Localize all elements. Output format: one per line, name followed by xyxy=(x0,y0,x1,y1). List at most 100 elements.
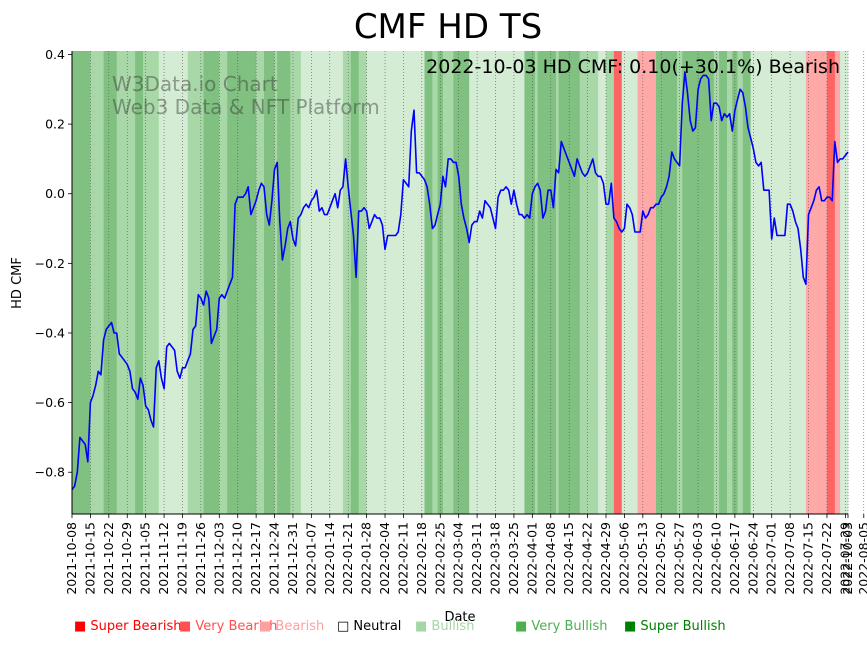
x-tick-label: 2021-11-05 xyxy=(138,522,153,595)
x-tick-label: 2021-10-29 xyxy=(119,522,134,595)
region-very-bullish xyxy=(227,51,257,514)
region-bullish xyxy=(737,51,744,514)
x-tick-label: 2022-04-15 xyxy=(561,522,576,595)
region-light xyxy=(750,51,807,514)
region-very-bullish xyxy=(350,51,360,514)
x-tick-label: 2022-05-27 xyxy=(672,522,687,595)
x-tick-label: 2022-07-08 xyxy=(782,522,797,595)
x-tick-label: 2022-07-01 xyxy=(764,522,779,595)
region-bullish xyxy=(534,51,538,514)
region-light xyxy=(840,51,849,514)
legend-swatch: ■ xyxy=(259,619,276,634)
latest-value-annotation: 2022-10-03 HD CMF: 0.10(+30.1%) Bearish xyxy=(426,56,840,78)
legend-label: Very Bearish xyxy=(195,619,278,634)
region-bullish xyxy=(90,51,104,514)
x-tick-label: 2022-01-21 xyxy=(340,522,355,595)
legend-swatch: ■ xyxy=(74,619,91,634)
region-very-bullish xyxy=(719,51,728,514)
x-tick-label: 2022-03-18 xyxy=(488,522,503,595)
x-tick-label: 2022-07-29 xyxy=(837,522,852,595)
region-very-bullish xyxy=(111,51,118,514)
region-very-bullish xyxy=(203,51,220,514)
x-tick-label: 2022-03-11 xyxy=(469,522,484,595)
region-bullish xyxy=(556,51,559,514)
x-tick-label: 2022-10-03 xyxy=(840,522,855,595)
legend-label: Very Bullish xyxy=(531,619,608,634)
x-tick-label: 2021-10-15 xyxy=(82,522,97,595)
x-tick-label: 2021-12-03 xyxy=(211,522,226,595)
legend-swatch: ■ xyxy=(415,619,432,634)
legend: ■ Super Bearish ■ Very Bearish ■ Bearish □ … xyxy=(0,619,867,639)
y-tick-label: 0.4 xyxy=(45,47,65,62)
region-bullish xyxy=(579,51,599,514)
chart-title: CMF HD TS xyxy=(354,7,542,47)
hd-cmf-line xyxy=(71,71,849,491)
x-tick-label: 2022-06-10 xyxy=(708,522,723,595)
x-tick-label: 2022-04-01 xyxy=(524,522,539,595)
legend-item: □ Neutral xyxy=(337,619,401,634)
legend-swatch: ■ xyxy=(624,619,641,634)
legend-item: ■ Super Bullish xyxy=(624,619,726,634)
x-tick-label: 2021-11-19 xyxy=(174,522,189,595)
y-axis-label: HD CMF xyxy=(10,257,25,309)
region-very-bullish xyxy=(424,51,433,514)
region-very-bullish xyxy=(72,51,91,514)
region-very-bullish xyxy=(264,51,275,514)
x-tick-label: 2022-01-14 xyxy=(322,522,337,595)
x-tick-label: 2022-02-04 xyxy=(377,522,392,595)
x-tick-label: 2021-11-26 xyxy=(193,522,208,595)
region-light xyxy=(366,51,425,514)
region-very-bullish xyxy=(277,51,291,514)
region-bullish xyxy=(290,51,302,514)
axes: 2021-10-08 2021-10-15 2021-10-22 2021-10-29… xyxy=(35,47,867,595)
x-axis-label: Date xyxy=(444,610,475,625)
legend-item: ■ Super Bearish xyxy=(74,619,182,634)
region-light xyxy=(621,51,638,514)
x-tick-label: 2022-02-11 xyxy=(395,522,410,595)
y-tick-label: −0.8 xyxy=(35,465,65,480)
region-bullish xyxy=(116,51,136,514)
legend-label: Bullish xyxy=(431,619,475,634)
region-bullish xyxy=(432,51,438,514)
watermark-line-1: W3Data.io Chart xyxy=(112,72,278,96)
y-tick-label: 0.0 xyxy=(45,186,65,201)
region-very-bullish xyxy=(742,51,751,514)
x-tick-label: 2021-10-08 xyxy=(64,522,79,595)
series-layer xyxy=(71,71,849,491)
x-tick-label: 2022-05-06 xyxy=(616,522,631,595)
region-light xyxy=(598,51,607,514)
region-bullish xyxy=(605,51,615,514)
region-super-bearish xyxy=(613,51,623,514)
region-bullish xyxy=(187,51,204,514)
x-tick-label: 2022-04-29 xyxy=(598,522,613,595)
region-bullish xyxy=(442,51,454,514)
watermark-line-2: Web3 Data & NFT Platform xyxy=(112,95,380,119)
x-tick-label: 2022-02-25 xyxy=(432,522,447,595)
y-tick-label: −0.6 xyxy=(35,395,65,410)
x-tick-label: 2022-05-13 xyxy=(635,522,650,595)
legend-label: Super Bullish xyxy=(640,619,726,634)
region-bullish xyxy=(219,51,228,514)
x-tick-label: 2021-12-24 xyxy=(267,522,282,595)
legend-item: ■ Very Bullish xyxy=(515,619,607,634)
x-tick-label: 2021-12-10 xyxy=(230,522,245,595)
region-very-bullish xyxy=(655,51,678,514)
x-tick-label: 2022-04-08 xyxy=(543,522,558,595)
region-light xyxy=(469,51,525,514)
legend-item: ■ Very Bearish xyxy=(179,619,277,634)
region-bullish xyxy=(274,51,278,514)
x-tick-label: 2022-07-15 xyxy=(801,522,816,595)
region-very-bullish xyxy=(135,51,144,514)
region-bullish xyxy=(726,51,733,514)
legend-item: ■ Bullish xyxy=(415,619,474,634)
x-tick-label: 2021-12-31 xyxy=(285,522,300,595)
x-tick-label: 2022-08-05 xyxy=(856,522,867,595)
region-light xyxy=(300,51,344,514)
x-tick-label: 2022-03-25 xyxy=(506,522,521,595)
region-very-bullish xyxy=(537,51,557,514)
region-very-bullish xyxy=(524,51,536,514)
legend-swatch: ■ xyxy=(515,619,532,634)
x-tick-label: 2022-05-20 xyxy=(653,522,668,595)
x-tick-label: 2022-06-17 xyxy=(727,522,742,595)
